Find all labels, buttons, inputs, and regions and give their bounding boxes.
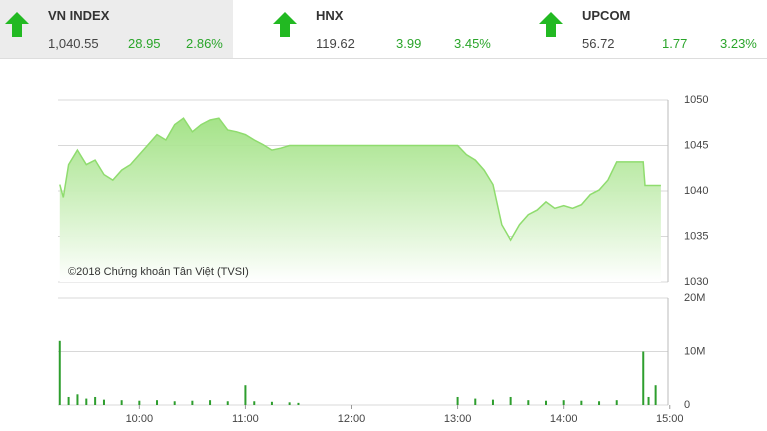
price-line bbox=[59, 117, 661, 242]
volume-bar bbox=[509, 396, 512, 405]
volume-bar bbox=[67, 396, 70, 405]
volume-bar bbox=[598, 401, 601, 405]
volume-bar bbox=[85, 398, 88, 405]
up-arrow bbox=[5, 12, 29, 37]
x-tick-label: 15:00 bbox=[656, 413, 684, 425]
volume-bar bbox=[654, 385, 657, 405]
index-change: 28.95 bbox=[128, 36, 161, 51]
x-tick-label: 10:00 bbox=[126, 413, 154, 425]
index-percent: 3.45% bbox=[454, 36, 491, 51]
volume-bar bbox=[138, 400, 141, 405]
watermark: ©2018 Chứng khoán Tân Việt (TVSI) bbox=[68, 266, 249, 278]
volume-bar bbox=[156, 400, 159, 405]
volume-bar bbox=[456, 396, 459, 405]
y-tick-label: 0 bbox=[684, 399, 690, 411]
volume-bar bbox=[474, 398, 477, 405]
up-arrow bbox=[273, 12, 297, 37]
x-tick-label: 14:00 bbox=[550, 413, 578, 425]
index-value: 119.62 bbox=[316, 36, 355, 51]
volume-bar bbox=[226, 401, 229, 405]
volume-bar bbox=[270, 401, 273, 405]
divider bbox=[0, 58, 767, 59]
volume-bar bbox=[102, 399, 105, 405]
volume-bar bbox=[580, 400, 583, 405]
volume-bar bbox=[120, 400, 123, 405]
index-name: UPCOM bbox=[582, 8, 631, 23]
x-tick-label: 12:00 bbox=[338, 413, 366, 425]
index-percent: 3.23% bbox=[720, 36, 757, 51]
index-change: 1.77 bbox=[662, 36, 688, 51]
volume-bar bbox=[297, 402, 300, 405]
volume-bar bbox=[191, 400, 194, 405]
y-tick-label: 1040 bbox=[684, 185, 708, 197]
y-tick-label: 1035 bbox=[684, 230, 708, 242]
y-tick-label: 10M bbox=[684, 345, 705, 357]
volume-bar bbox=[76, 394, 79, 405]
index-card[interactable]: HNX 119.62 3.99 3.45% bbox=[268, 0, 501, 58]
y-tick-label: 1030 bbox=[684, 276, 708, 288]
index-card[interactable]: VN INDEX 1,040.55 28.95 2.86% bbox=[0, 0, 233, 58]
x-tick-label: 11:00 bbox=[232, 413, 259, 425]
volume-bar bbox=[173, 401, 176, 405]
index-value: 1,040.55 bbox=[48, 36, 99, 51]
volume-bar bbox=[545, 400, 547, 405]
volume-bar bbox=[253, 401, 256, 405]
volume-bar bbox=[58, 340, 61, 405]
index-name: VN INDEX bbox=[48, 8, 110, 23]
index-value: 56.72 bbox=[582, 36, 615, 51]
y-tick-label: 20M bbox=[684, 292, 705, 304]
index-name: HNX bbox=[316, 8, 344, 23]
index-percent: 2.86% bbox=[186, 36, 223, 51]
up-arrow bbox=[539, 12, 563, 37]
volume-bar bbox=[288, 402, 291, 405]
volume-bar bbox=[94, 396, 97, 405]
index-card[interactable]: UPCOM 56.72 1.77 3.23% bbox=[534, 0, 767, 58]
x-tick-label: 13:00 bbox=[444, 413, 472, 425]
index-change: 3.99 bbox=[396, 36, 422, 51]
volume-bar bbox=[491, 399, 494, 405]
volume-bar bbox=[562, 400, 565, 405]
volume-bar bbox=[244, 385, 247, 405]
volume-bar bbox=[647, 396, 650, 405]
volume-bar bbox=[642, 351, 645, 405]
volume-bar bbox=[527, 400, 530, 405]
y-tick-label: 1050 bbox=[684, 94, 708, 106]
volume-bar bbox=[615, 400, 618, 405]
volume-bar bbox=[209, 400, 212, 405]
y-tick-label: 1045 bbox=[684, 139, 708, 151]
